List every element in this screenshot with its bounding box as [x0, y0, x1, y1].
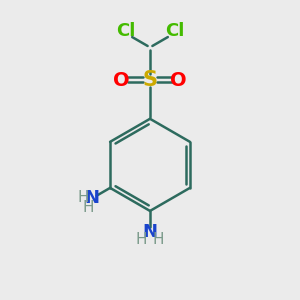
Text: O: O	[113, 71, 130, 90]
Text: Cl: Cl	[116, 22, 135, 40]
Text: H: H	[136, 232, 147, 247]
Text: N: N	[142, 223, 158, 241]
Text: S: S	[142, 70, 158, 90]
Text: H: H	[83, 200, 94, 215]
Text: H: H	[153, 232, 164, 247]
Text: O: O	[170, 71, 187, 90]
Text: N: N	[85, 189, 100, 207]
Text: Cl: Cl	[165, 22, 184, 40]
Text: H: H	[77, 190, 89, 205]
